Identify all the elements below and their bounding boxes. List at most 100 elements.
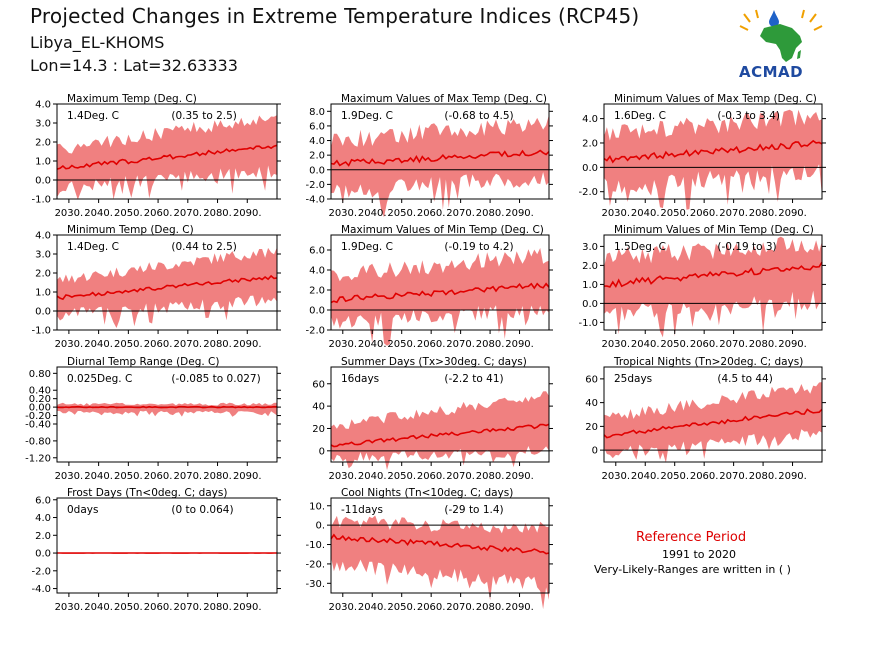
x-tick-label: 2050. [387, 471, 416, 482]
x-tick-label: 2080. [203, 208, 232, 219]
y-tick-label: 1.0 [35, 157, 51, 168]
y-tick-label: -1.20 [25, 453, 51, 464]
y-tick-label: -4.0 [31, 584, 51, 595]
y-tick-label: 3.0 [35, 250, 51, 261]
median-line-1 [56, 144, 278, 170]
y-tick-label: 0.20 [29, 394, 51, 405]
x-tick-label: 2080. [476, 339, 505, 350]
y-tick-label: 60 [585, 374, 598, 385]
x-tick-label: 2090. [233, 602, 262, 613]
y-tick-label: 1.0 [35, 288, 51, 299]
y-tick-label: -20. [305, 559, 325, 570]
y-tick-label: 6.0 [35, 495, 51, 506]
x-tick-label: 2080. [203, 602, 232, 613]
x-tick-label: 2070. [719, 339, 748, 350]
chart-title: Summer Days (Tx>30deg. C; days) [341, 356, 527, 368]
chart-range-label: (4.5 to 44) [717, 373, 772, 385]
x-tick-label: 2080. [476, 208, 505, 219]
y-tick-label: 40 [585, 398, 598, 409]
plot-frame-5 [330, 234, 550, 331]
y-tick-label: 20 [585, 422, 598, 433]
x-tick-label: 2040. [84, 208, 113, 219]
y-tick-label: -0.80 [25, 436, 51, 447]
y-tick-label: 3.0 [35, 119, 51, 130]
plot-frame-7 [56, 366, 278, 463]
y-tick-label: 4.0 [35, 100, 51, 111]
chart-title: Tropical Nights (Tn>20deg. C; days) [613, 356, 803, 368]
y-tick-label: -2.0 [305, 180, 325, 191]
chart-value-label: -11days [341, 504, 383, 516]
y-tick-label: 10. [309, 501, 325, 512]
y-tick-label: -2.0 [305, 326, 325, 337]
x-tick-label: 2040. [358, 471, 387, 482]
x-tick-label: 2040. [84, 339, 113, 350]
x-tick-label: 2040. [358, 602, 387, 613]
range-band-5 [331, 248, 549, 346]
x-tick-label: 2070. [719, 471, 748, 482]
x-tick-label: 2090. [505, 208, 534, 219]
y-tick-label: 8.0 [309, 107, 325, 118]
chart-range-label: (-0.19 to 3) [717, 241, 776, 253]
plot-frame-11 [330, 497, 550, 594]
x-tick-label: 2050. [387, 208, 416, 219]
x-tick-label: 2030. [55, 208, 84, 219]
chart-title: Cool Nights (Tn<10deg. C; days) [341, 487, 513, 499]
x-tick-label: 2090. [778, 471, 807, 482]
x-tick-label: 2060. [144, 471, 173, 482]
y-tick-label: -30. [305, 579, 325, 590]
y-tick-label: 2.0 [582, 261, 598, 272]
chart-range-label: (-0.68 to 4.5) [444, 110, 513, 122]
y-tick-label: 0.0 [582, 299, 598, 310]
x-tick-label: 2050. [114, 471, 143, 482]
x-tick-label: 2030. [55, 602, 84, 613]
range-band-11 [331, 515, 549, 610]
range-band-3 [604, 109, 822, 210]
y-tick-label: -1.0 [31, 195, 51, 206]
x-tick-label: 2090. [505, 339, 534, 350]
reference-period-note: Very-Likely-Ranges are written in ( ) [594, 563, 791, 576]
x-tick-label: 2060. [417, 339, 446, 350]
chart-value-label: 0days [67, 504, 98, 516]
x-tick-label: 2040. [84, 471, 113, 482]
x-tick-label: 2070. [719, 208, 748, 219]
y-tick-label: 20 [312, 424, 325, 435]
x-tick-label: 2050. [660, 339, 689, 350]
plot-frame-8 [330, 366, 550, 463]
x-tick-label: 2070. [173, 339, 202, 350]
x-tick-label: 2090. [233, 471, 262, 482]
x-tick-label: 2040. [358, 208, 387, 219]
x-tick-label: 2080. [476, 602, 505, 613]
median-line-3 [603, 139, 823, 164]
y-tick-label: 2.0 [309, 286, 325, 297]
y-tick-label: 4.0 [35, 513, 51, 524]
chart-range-label: (-0.19 to 4.2) [444, 241, 513, 253]
plot-frame-6 [603, 234, 823, 331]
x-tick-label: 2040. [631, 208, 660, 219]
x-tick-label: 2060. [417, 602, 446, 613]
y-tick-label: 2.0 [309, 151, 325, 162]
range-band-6 [604, 236, 822, 338]
chart-range-label: (-0.085 to 0.027) [171, 373, 260, 385]
y-tick-label: 4.0 [582, 114, 598, 125]
chart-value-label: 1.9Deg. C [341, 241, 393, 253]
chart-range-label: (0 to 0.064) [171, 504, 233, 516]
plot-frame-1 [56, 103, 278, 200]
x-tick-label: 2050. [114, 208, 143, 219]
x-tick-label: 2030. [55, 339, 84, 350]
y-tick-label: -1.0 [578, 318, 598, 329]
y-tick-label: 4.0 [309, 136, 325, 147]
reference-period-years: 1991 to 2020 [662, 548, 737, 561]
median-line-2 [330, 149, 550, 167]
y-tick-label: 4.0 [309, 266, 325, 277]
x-tick-label: 2030. [328, 339, 357, 350]
location-name: Libya_EL-KHOMS [30, 33, 165, 52]
x-tick-label: 2060. [690, 471, 719, 482]
x-tick-label: 2040. [358, 339, 387, 350]
chart-range-label: (-2.2 to 41) [444, 373, 503, 385]
chart-value-label: 0.025Deg. C [67, 373, 132, 385]
median-line-7 [56, 405, 278, 409]
logo-text: ACMAD [739, 63, 804, 81]
x-tick-label: 2090. [505, 602, 534, 613]
y-tick-label: -0.20 [25, 411, 51, 422]
x-tick-label: 2080. [476, 471, 505, 482]
